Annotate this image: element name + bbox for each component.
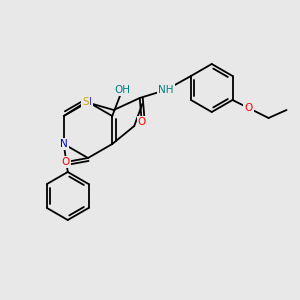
Text: S: S bbox=[82, 97, 89, 107]
Text: N: N bbox=[84, 97, 92, 107]
Text: OH: OH bbox=[114, 85, 130, 95]
Text: N: N bbox=[60, 139, 68, 149]
Text: O: O bbox=[244, 103, 253, 113]
Text: NH: NH bbox=[158, 85, 173, 95]
Text: O: O bbox=[138, 117, 146, 127]
Text: O: O bbox=[62, 157, 70, 167]
